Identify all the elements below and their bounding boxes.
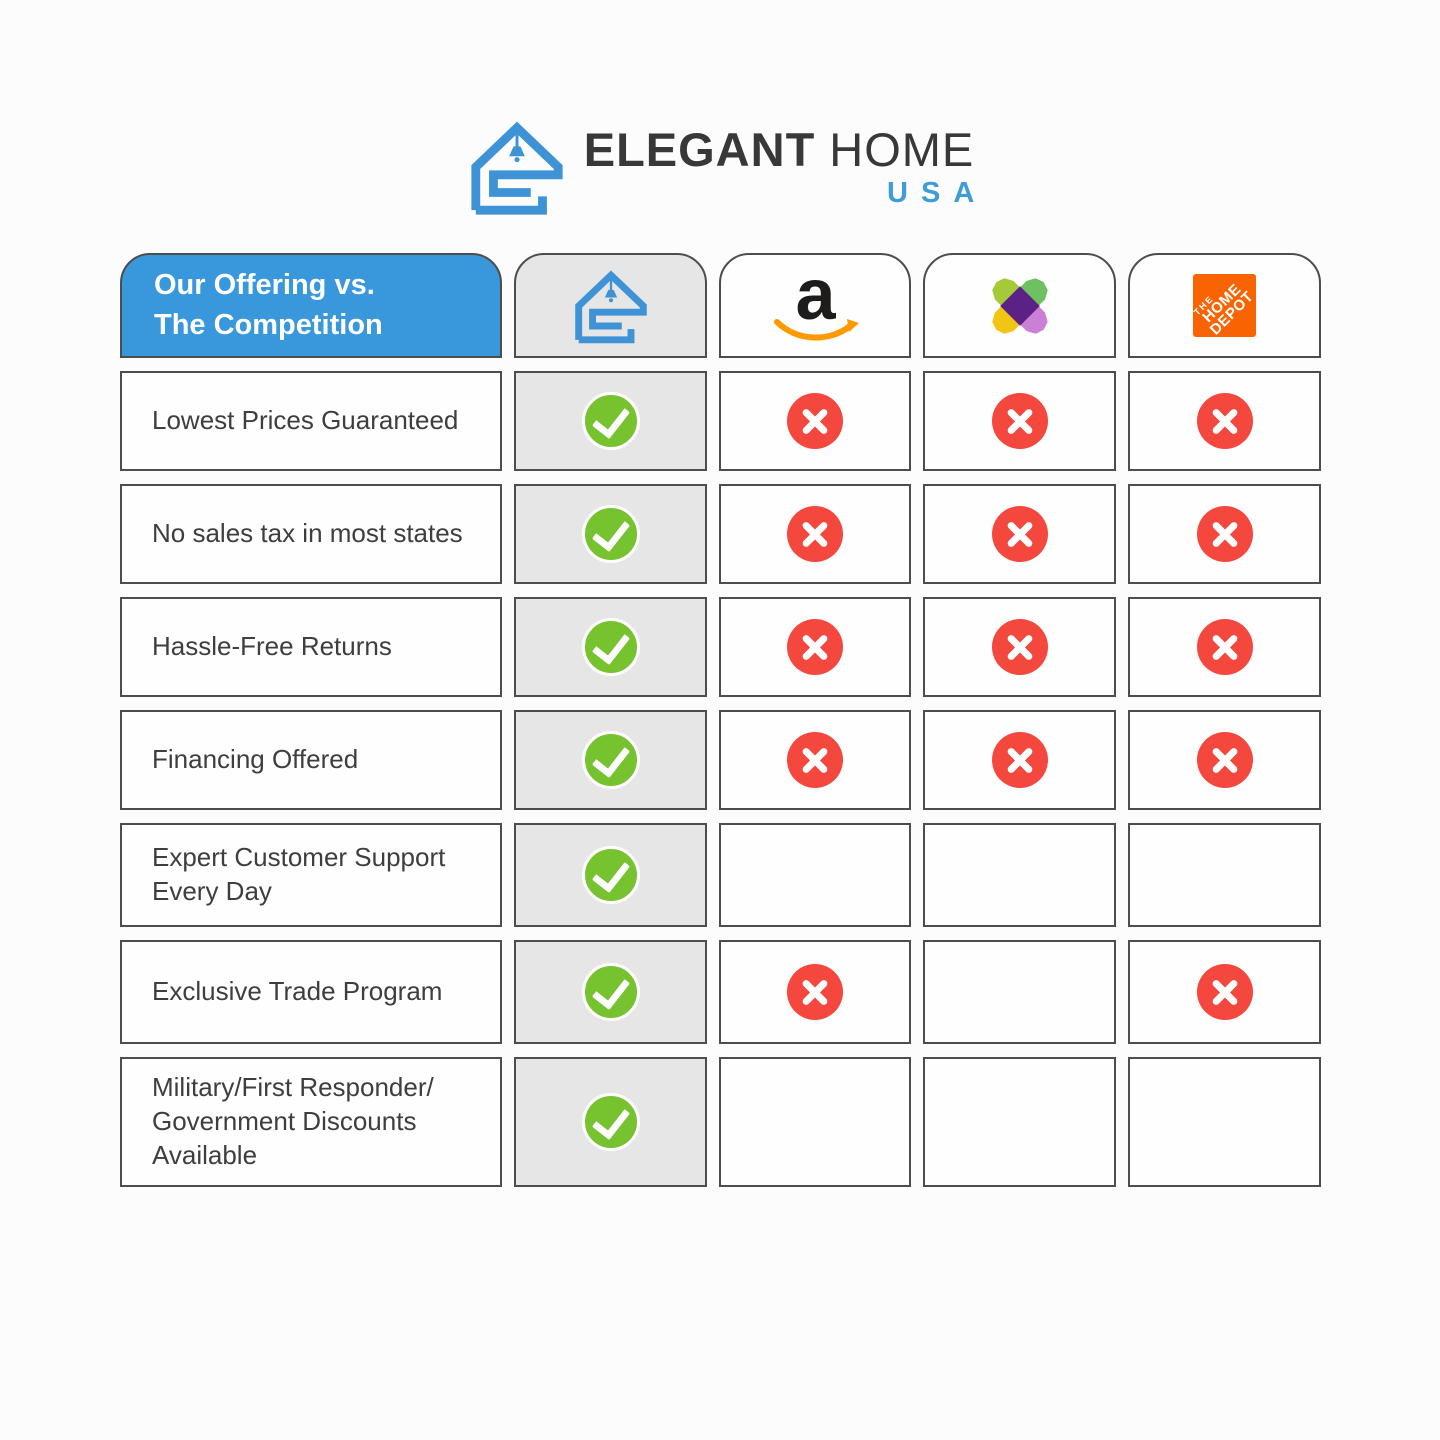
cell-wayfair bbox=[923, 484, 1116, 584]
cell-wayfair bbox=[923, 1057, 1116, 1187]
home-depot-icon: THE HOME DEPOT bbox=[1193, 274, 1256, 337]
check-icon bbox=[581, 505, 640, 563]
column-header-wayfair bbox=[923, 253, 1116, 358]
x-icon bbox=[1196, 506, 1253, 562]
x-icon bbox=[1196, 732, 1253, 788]
x-icon bbox=[991, 732, 1048, 788]
cell-amazon bbox=[719, 940, 911, 1044]
brand-logo: ELEGANT HOME USA bbox=[0, 116, 1440, 218]
amazon-smile-arrow-icon bbox=[774, 318, 859, 340]
cell-elegant-home bbox=[514, 823, 707, 927]
feature-label: Financing Offered bbox=[120, 710, 502, 810]
cell-home-depot bbox=[1128, 371, 1321, 471]
brand-wordmark: ELEGANT HOME USA bbox=[584, 126, 975, 208]
cell-wayfair bbox=[923, 371, 1116, 471]
cell-home-depot bbox=[1128, 597, 1321, 697]
x-icon bbox=[991, 619, 1048, 675]
x-icon bbox=[991, 506, 1048, 562]
check-icon bbox=[581, 618, 640, 676]
cell-wayfair bbox=[923, 597, 1116, 697]
x-icon bbox=[787, 964, 843, 1020]
column-header-home-depot: THE HOME DEPOT bbox=[1128, 253, 1321, 358]
home-depot-text: THE HOME DEPOT bbox=[1193, 280, 1256, 337]
x-icon bbox=[1196, 619, 1253, 675]
amazon-icon: a bbox=[760, 254, 870, 346]
cell-elegant-home bbox=[514, 484, 707, 584]
feature-label: No sales tax in most states bbox=[120, 484, 502, 584]
cell-amazon bbox=[719, 484, 911, 584]
x-icon bbox=[787, 732, 843, 788]
cell-amazon bbox=[719, 597, 911, 697]
x-icon bbox=[787, 506, 843, 562]
x-icon bbox=[787, 619, 843, 675]
cell-home-depot bbox=[1128, 940, 1321, 1044]
check-icon bbox=[581, 392, 640, 450]
table-title-cell: Our Offering vs. The Competition bbox=[120, 253, 502, 358]
cell-amazon bbox=[719, 1057, 911, 1187]
brand-name: ELEGANT HOME bbox=[584, 126, 975, 173]
column-header-elegant-home bbox=[514, 253, 707, 358]
elegant-home-house-icon bbox=[568, 266, 654, 346]
cell-amazon bbox=[719, 823, 911, 927]
x-icon bbox=[1196, 964, 1253, 1020]
x-icon bbox=[1196, 393, 1253, 449]
brand-name-secondary: HOME bbox=[829, 123, 975, 176]
cell-amazon bbox=[719, 371, 911, 471]
column-header-amazon: a bbox=[719, 253, 911, 358]
check-icon bbox=[581, 963, 640, 1021]
cell-home-depot bbox=[1128, 484, 1321, 584]
feature-label: Military/First Responder/ Government Dis… bbox=[120, 1057, 502, 1187]
brand-name-primary: ELEGANT bbox=[583, 123, 816, 176]
x-icon bbox=[787, 393, 843, 449]
cell-elegant-home bbox=[514, 1057, 707, 1187]
check-icon bbox=[581, 731, 640, 789]
cell-home-depot bbox=[1128, 1057, 1321, 1187]
elegant-home-house-icon bbox=[466, 116, 568, 218]
cell-home-depot bbox=[1128, 710, 1321, 810]
comparison-table: Our Offering vs. The Competition a bbox=[120, 253, 1321, 1187]
cell-home-depot bbox=[1128, 823, 1321, 927]
amazon-letter: a bbox=[795, 254, 835, 335]
x-icon bbox=[991, 393, 1048, 449]
check-icon bbox=[581, 846, 640, 904]
feature-label: Expert Customer Support Every Day bbox=[120, 823, 502, 927]
cell-elegant-home bbox=[514, 710, 707, 810]
cell-elegant-home bbox=[514, 371, 707, 471]
feature-label: Lowest Prices Guaranteed bbox=[120, 371, 502, 471]
feature-label: Hassle-Free Returns bbox=[120, 597, 502, 697]
cell-elegant-home bbox=[514, 940, 707, 1044]
check-icon bbox=[581, 1093, 640, 1151]
brand-subtitle: USA bbox=[887, 177, 988, 209]
cell-wayfair bbox=[923, 940, 1116, 1044]
feature-label: Exclusive Trade Program bbox=[120, 940, 502, 1044]
cell-elegant-home bbox=[514, 597, 707, 697]
wayfair-icon bbox=[991, 277, 1048, 334]
cell-amazon bbox=[719, 710, 911, 810]
cell-wayfair bbox=[923, 710, 1116, 810]
table-title-line2: The Competition bbox=[154, 308, 383, 341]
table-title-line1: Our Offering vs. bbox=[154, 269, 375, 302]
cell-wayfair bbox=[923, 823, 1116, 927]
